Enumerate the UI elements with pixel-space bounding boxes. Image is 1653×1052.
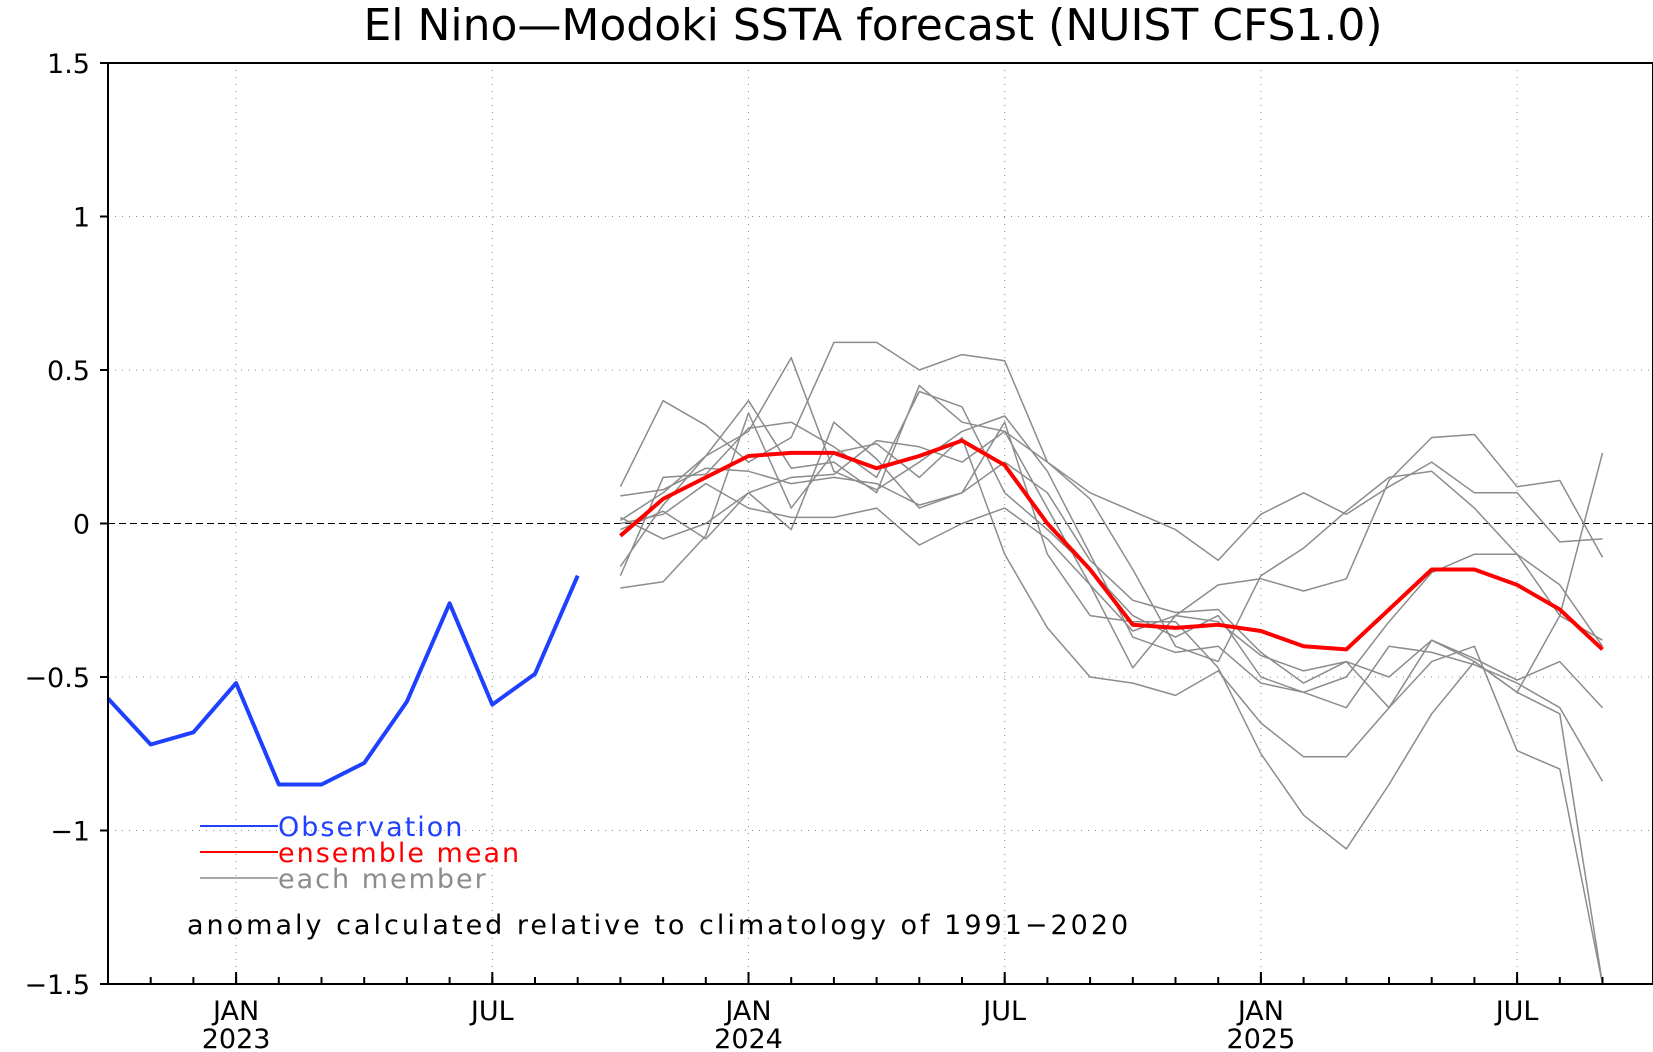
member-line-7 <box>620 430 1604 669</box>
legend-label-observation: Observation <box>278 812 464 843</box>
x-tick-month: JAN <box>211 996 259 1027</box>
member-line-6 <box>620 412 1604 985</box>
x-tick-year: 2025 <box>1227 1024 1296 1052</box>
x-tick-month: JUL <box>981 996 1026 1027</box>
member-line-8 <box>620 421 1604 985</box>
observation-line <box>106 574 580 787</box>
x-tick-year: 2024 <box>714 1024 783 1052</box>
member-line-3 <box>619 390 1603 694</box>
member-line-1 <box>619 341 1603 562</box>
y-tick-label: 0 <box>73 510 90 541</box>
y-axis: 1.5 1 0.5 0 −0.5 −1 −1.5 <box>24 49 108 1001</box>
legend-label-each-member: each member <box>278 864 488 895</box>
member-line-9 <box>620 452 1604 694</box>
ensemble-mean-line <box>619 438 1604 652</box>
x-tick-month: JUL <box>1494 996 1539 1027</box>
x-tick-year: 2023 <box>202 1024 271 1052</box>
y-tick-label: 0.5 <box>47 356 90 387</box>
y-tick-label: 1 <box>73 203 90 234</box>
x-tick-month: JAN <box>1236 996 1284 1027</box>
legend: Observation ensemble mean each member <box>200 812 521 895</box>
ensemble-mean-path <box>619 438 1604 652</box>
x-tick-month: JUL <box>469 996 514 1027</box>
chart-title: El Nino—Modoki SSTA forecast (NUIST CFS1… <box>363 0 1382 51</box>
y-tick-label: −0.5 <box>24 663 90 694</box>
y-tick-label: −1 <box>50 817 90 848</box>
member-line-5 <box>620 461 1604 709</box>
member-lines <box>619 341 1604 985</box>
y-tick-label: 1.5 <box>47 49 90 80</box>
annotation-note: anomaly calculated relative to climatolo… <box>187 910 1131 941</box>
member-line-2 <box>619 384 1604 663</box>
y-tick-label: −1.5 <box>24 970 90 1001</box>
x-tick-month: JAN <box>723 996 771 1027</box>
legend-label-ensemble-mean: ensemble mean <box>278 838 521 869</box>
observation-path <box>106 574 580 787</box>
